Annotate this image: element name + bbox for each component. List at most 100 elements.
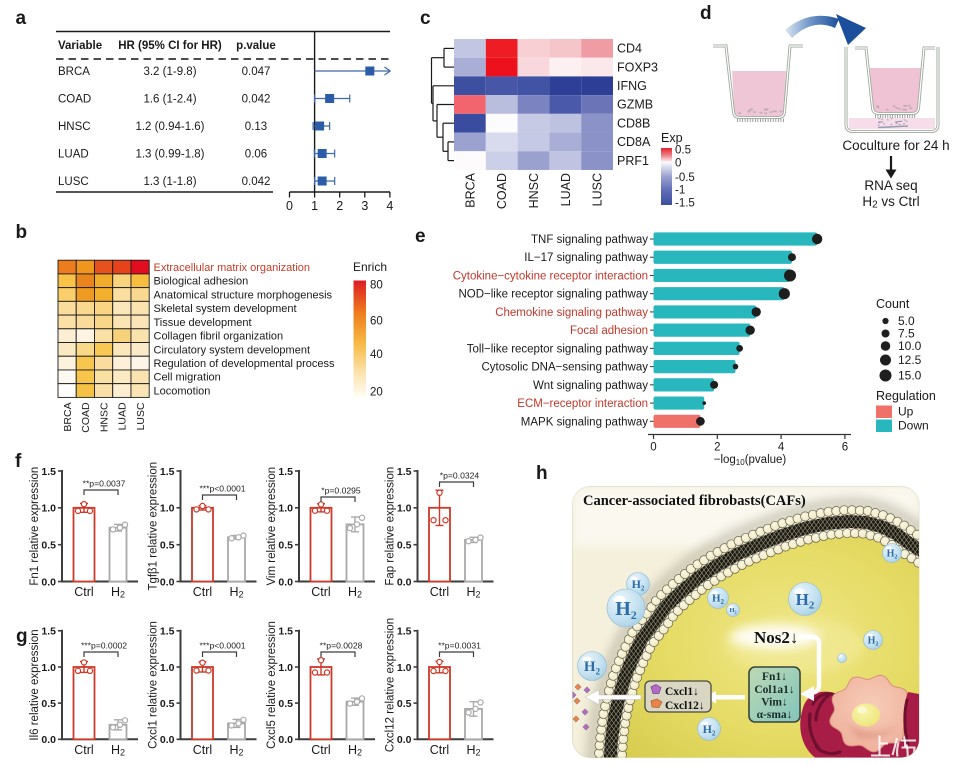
svg-text:Col1a1↓: Col1a1↓ [754, 684, 794, 696]
svg-text:LUSC: LUSC [58, 176, 89, 188]
svg-text:Fn1 relative expression: Fn1 relative expression [29, 467, 41, 586]
svg-text:GZMB: GZMB [617, 98, 653, 112]
svg-text:80: 80 [370, 280, 383, 292]
svg-text:Coculture for 24 h: Coculture for 24 h [842, 138, 949, 153]
svg-text:h: h [536, 463, 548, 484]
svg-text:H2: H2 [111, 743, 125, 758]
svg-text:Cxcl1↓: Cxcl1↓ [665, 686, 699, 698]
svg-text:0.0: 0.0 [397, 576, 412, 588]
svg-text:1.0: 1.0 [41, 662, 56, 674]
svg-text:1.5: 1.5 [397, 626, 412, 638]
svg-text:PRF1: PRF1 [617, 154, 649, 168]
svg-text:Exp: Exp [661, 131, 683, 145]
svg-text:0.5: 0.5 [41, 698, 56, 710]
svg-text:d: d [700, 3, 712, 24]
svg-text:Cancer-associated fibrobasts(C: Cancer-associated fibrobasts(CAFs) [583, 493, 806, 509]
svg-text:1.2 (0.94-1.6): 1.2 (0.94-1.6) [135, 121, 204, 133]
svg-text:ECM−receptor interaction: ECM−receptor interaction [517, 398, 648, 410]
svg-text:0: 0 [286, 199, 293, 213]
svg-text:Nos2↓: Nos2↓ [754, 628, 798, 647]
svg-text:Vim↓: Vim↓ [761, 697, 787, 709]
svg-text:1.0: 1.0 [397, 662, 412, 674]
svg-text:7.5: 7.5 [898, 327, 915, 341]
svg-text:0.0: 0.0 [278, 734, 293, 746]
svg-text:0.0: 0.0 [397, 734, 412, 746]
svg-text:f: f [15, 451, 22, 472]
svg-text:Cell migration: Cell migration [154, 372, 221, 384]
svg-text:Up: Up [898, 405, 914, 419]
svg-text:Extracellular matrix organizat: Extracellular matrix organization [154, 262, 311, 274]
svg-text:e: e [415, 226, 426, 247]
svg-text:1.0: 1.0 [397, 503, 412, 515]
svg-text:-1: -1 [675, 185, 685, 197]
svg-text:***p<0.0001: ***p<0.0001 [199, 484, 245, 494]
svg-text:Ctrl: Ctrl [193, 743, 212, 757]
svg-text:NOD−like receptor signaling pa: NOD−like receptor signaling pathway [458, 289, 648, 301]
svg-text:MAPK signaling pathway: MAPK signaling pathway [521, 416, 648, 428]
svg-text:0.5: 0.5 [675, 145, 691, 157]
svg-text:c: c [420, 8, 431, 29]
svg-text:0.5: 0.5 [397, 540, 412, 552]
svg-text:LUSC: LUSC [135, 402, 147, 430]
svg-text:0.0: 0.0 [41, 576, 56, 588]
svg-text:Cxcl12↓: Cxcl12↓ [665, 700, 705, 712]
svg-text:HNSC: HNSC [58, 121, 91, 133]
svg-text:LUAD: LUAD [559, 173, 573, 206]
svg-text:H2: H2 [887, 548, 898, 560]
svg-text:Cxcl1 relative expression: Cxcl1 relative expression [148, 621, 160, 749]
svg-text:H2: H2 [348, 585, 362, 600]
svg-text:12.5: 12.5 [898, 353, 922, 367]
svg-text:LUAD: LUAD [117, 402, 129, 430]
svg-text:Fap relative expression: Fap relative expression [385, 467, 397, 586]
svg-text:20: 20 [370, 387, 383, 399]
svg-text:H2 vs Ctrl: H2 vs Ctrl [862, 194, 919, 211]
svg-text:1.3 (1-1.8): 1.3 (1-1.8) [143, 176, 196, 188]
svg-text:1.0: 1.0 [278, 662, 293, 674]
svg-text:0.5: 0.5 [278, 540, 293, 552]
svg-text:b: b [16, 222, 28, 243]
svg-text:**p=0.0031: **p=0.0031 [438, 641, 481, 651]
svg-text:0.0: 0.0 [160, 734, 175, 746]
svg-text:Cytosolic DNA−sensing pathway: Cytosolic DNA−sensing pathway [481, 362, 648, 374]
svg-text:Regulation of developmental pr: Regulation of developmental process [154, 358, 336, 370]
svg-text:a: a [16, 8, 27, 29]
svg-text:5.0: 5.0 [898, 314, 915, 328]
svg-text:LUSC: LUSC [591, 173, 605, 206]
svg-text:1.5: 1.5 [397, 466, 412, 478]
svg-text:Biological adhesion: Biological adhesion [154, 276, 249, 288]
svg-text:H2: H2 [868, 635, 879, 647]
svg-text:Wnt signaling pathway: Wnt signaling pathway [533, 380, 648, 392]
svg-text:Cxcl5 relative expression: Cxcl5 relative expression [266, 621, 278, 749]
svg-text:Cxcl12 relative expression: Cxcl12 relative expression [385, 618, 397, 752]
svg-text:H2: H2 [229, 743, 243, 758]
svg-text:1.5: 1.5 [278, 626, 293, 638]
svg-text:COAD: COAD [495, 173, 509, 209]
svg-text:Ctrl: Ctrl [193, 585, 212, 599]
svg-text:H2: H2 [229, 585, 243, 600]
svg-text:H2: H2 [466, 743, 480, 758]
svg-text:0.5: 0.5 [41, 540, 56, 552]
svg-text:H2: H2 [729, 607, 736, 614]
svg-text:1.5: 1.5 [41, 626, 56, 638]
svg-text:Ctrl: Ctrl [74, 585, 93, 599]
svg-text:-1.5: -1.5 [675, 198, 695, 210]
svg-text:HR (95% CI for HR): HR (95% CI for HR) [118, 40, 222, 52]
svg-text:***p=0.0002: ***p=0.0002 [81, 641, 127, 651]
svg-text:*p=0.0324: *p=0.0324 [440, 471, 480, 481]
svg-text:Enrich: Enrich [353, 260, 387, 274]
svg-text:***p<0.0001: ***p<0.0001 [199, 641, 245, 651]
svg-text:0.06: 0.06 [245, 149, 267, 161]
svg-text:Il6 relative expression: Il6 relative expression [29, 629, 41, 740]
svg-text:*p=0.0295: *p=0.0295 [321, 486, 361, 496]
svg-text:HNSC: HNSC [527, 173, 541, 208]
svg-text:Anatomical structure morphogen: Anatomical structure morphogenesis [154, 289, 333, 301]
svg-text:HNSC: HNSC [98, 402, 110, 432]
svg-text:0.5: 0.5 [160, 698, 175, 710]
svg-text:Collagen fibril organization: Collagen fibril organization [154, 331, 284, 343]
svg-text:0.042: 0.042 [242, 94, 271, 106]
svg-text:Cytokine−cytokine receptor int: Cytokine−cytokine receptor interaction [453, 270, 648, 282]
svg-text:0.5: 0.5 [278, 698, 293, 710]
svg-text:3: 3 [361, 199, 368, 213]
svg-text:Down: Down [898, 419, 929, 433]
svg-text:Fn1↓: Fn1↓ [762, 671, 787, 683]
